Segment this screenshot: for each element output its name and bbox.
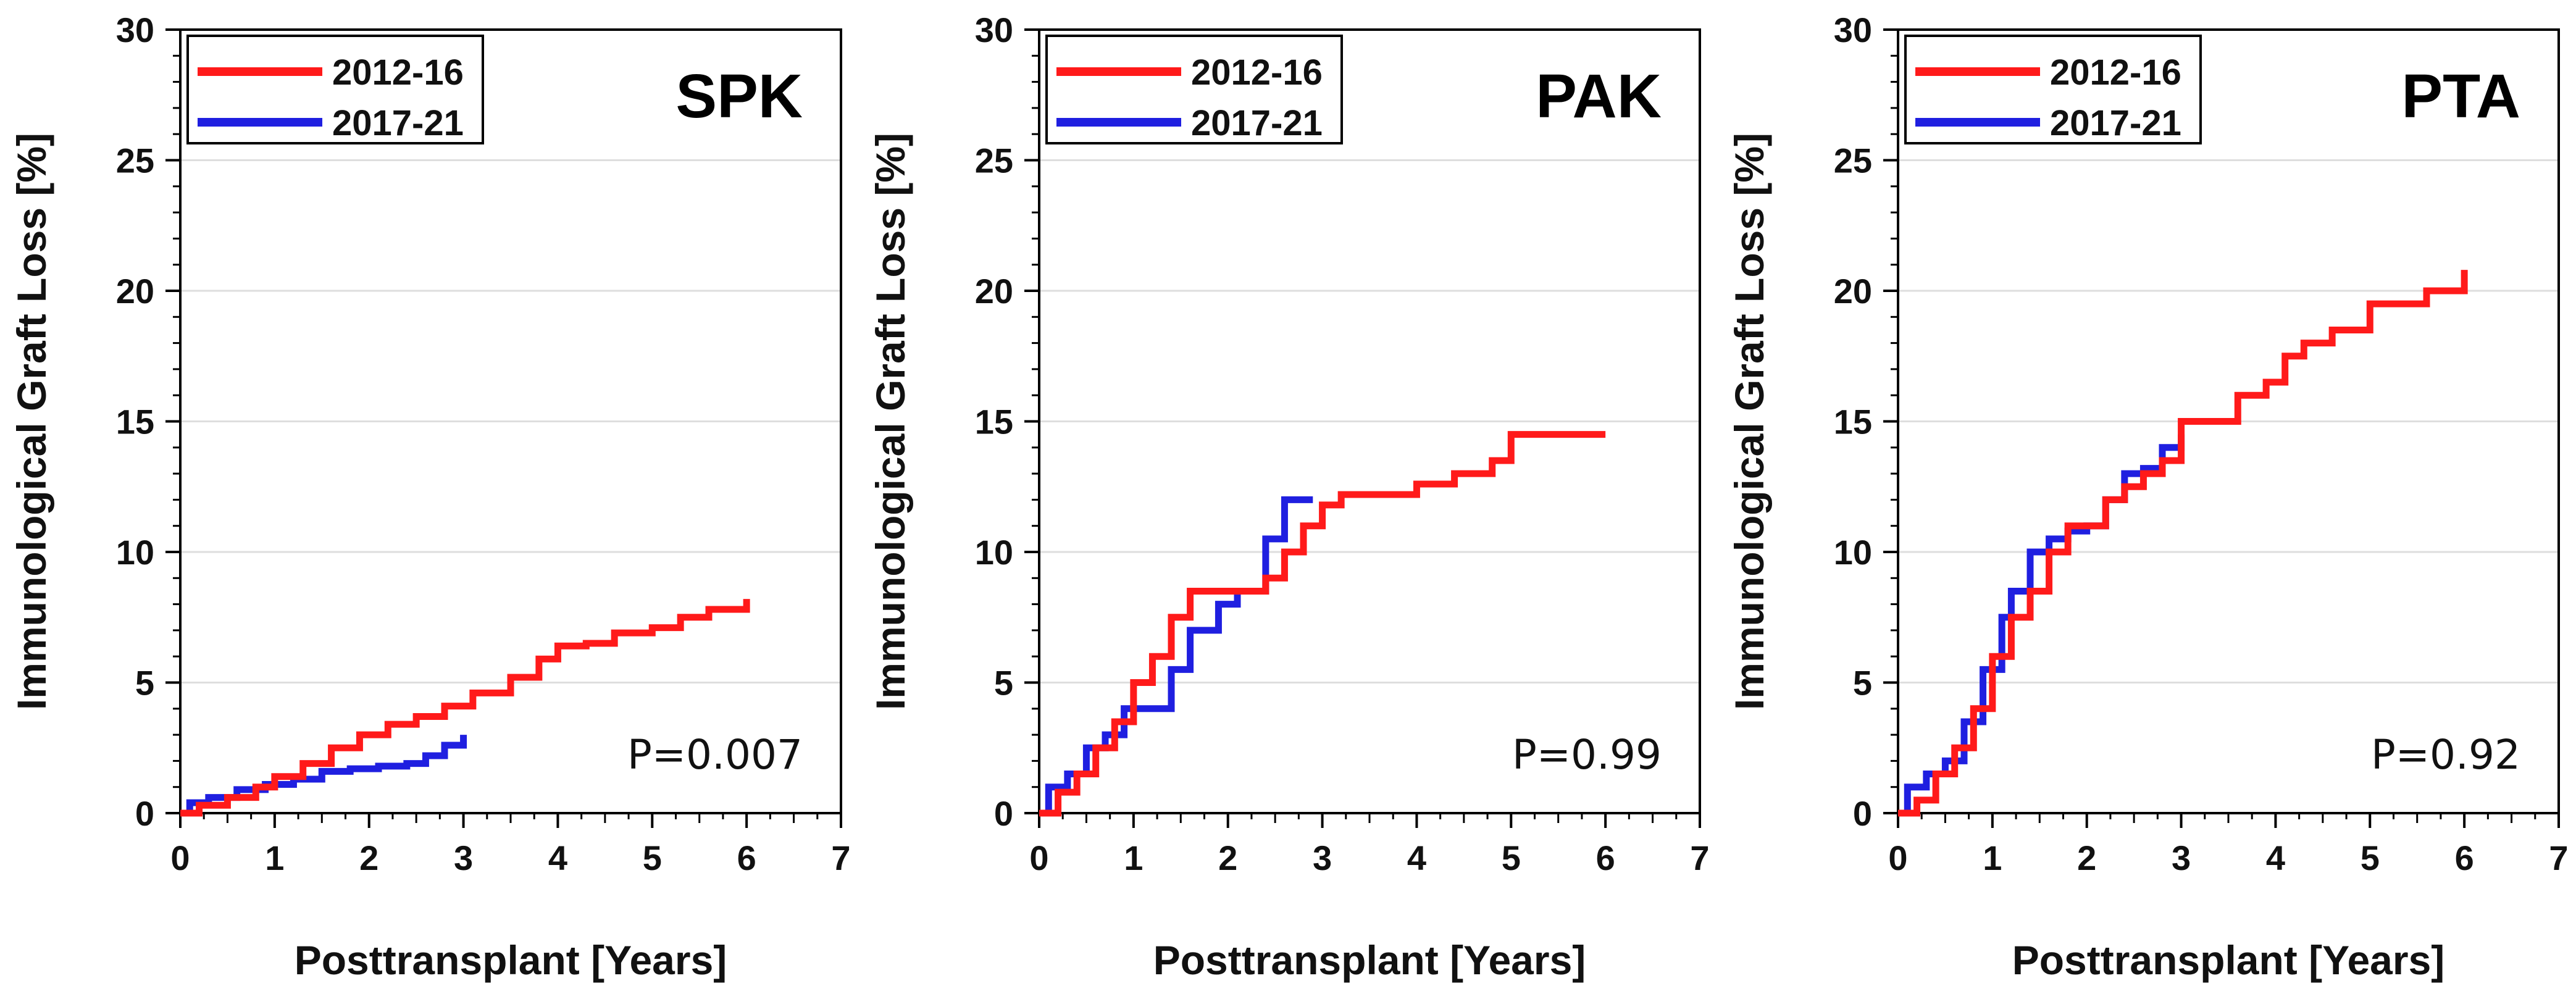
y-tick-label: 10	[1834, 533, 1872, 572]
x-tick-label: 3	[2172, 838, 2191, 877]
legend-label: 2017-21	[332, 103, 464, 143]
y-tick-label: 15	[1834, 403, 1872, 441]
series-line-2017-21	[1039, 496, 1313, 817]
x-tick-label: 2	[2077, 838, 2096, 877]
x-tick-label: 7	[831, 838, 850, 877]
y-tick-label: 30	[1834, 10, 1872, 49]
x-tick-label: 0	[1029, 838, 1048, 877]
x-tick-label: 7	[2549, 838, 2568, 877]
y-tick-label: 20	[116, 272, 154, 311]
y-tick-label: 0	[994, 794, 1013, 833]
p-value-annotation: P=0.99	[1512, 731, 1662, 779]
x-axis-title: Posttransplant [Years]	[1153, 937, 1586, 983]
series-line-2012-16	[1898, 270, 2468, 817]
y-tick-label: 20	[1834, 272, 1872, 311]
x-tick-label: 5	[2361, 838, 2380, 877]
y-tick-label: 30	[116, 10, 154, 49]
x-tick-label: 4	[2266, 838, 2285, 877]
y-tick-label: 0	[135, 794, 154, 833]
x-tick-label: 1	[1983, 838, 2002, 877]
legend-label: 2012-16	[1191, 52, 1323, 93]
y-tick-label: 5	[994, 664, 1013, 703]
y-axis-title: Immunological Graft Loss [%]	[1726, 133, 1772, 710]
legend-label: 2012-16	[332, 52, 464, 93]
y-tick-label: 30	[975, 10, 1013, 49]
legend-label: 2012-16	[2050, 52, 2181, 93]
x-tick-label: 4	[548, 838, 567, 877]
legend-label: 2017-21	[1191, 103, 1323, 143]
x-tick-label: 2	[359, 838, 378, 877]
y-tick-label: 10	[975, 533, 1013, 572]
panel-label: PAK	[1536, 62, 1662, 131]
y-tick-label: 5	[1853, 664, 1872, 703]
x-axis-title: Posttransplant [Years]	[295, 937, 727, 983]
panel-label: PTA	[2401, 62, 2520, 131]
x-tick-label: 7	[1690, 838, 1709, 877]
x-tick-label: 4	[1407, 838, 1426, 877]
y-axis-title: Immunological Graft Loss [%]	[868, 133, 913, 710]
y-axis-title: Immunological Graft Loss [%]	[9, 133, 54, 710]
p-value-annotation: P=0.007	[627, 731, 803, 779]
panel-label: SPK	[675, 62, 803, 131]
chart-panel-pta: 0 5 10 15 20 25 30 0 1 2 3 4 5 6 7 Posttransplant [Year…	[1718, 0, 2576, 1007]
legend-label: 2017-21	[2050, 103, 2181, 143]
y-tick-label: 10	[116, 533, 154, 572]
chart-svg: 0 5 10 15 20 25 30 0 1 2 3 4 5 6 7 Posttransplant [Year…	[868, 10, 1710, 983]
x-tick-label: 1	[1124, 838, 1143, 877]
series-line-2017-21	[1898, 434, 2185, 817]
y-tick-label: 25	[116, 141, 154, 180]
x-tick-label: 6	[1596, 838, 1615, 877]
x-tick-label: 6	[737, 838, 756, 877]
x-tick-label: 1	[265, 838, 284, 877]
y-tick-label: 25	[975, 141, 1013, 180]
x-tick-label: 3	[1313, 838, 1332, 877]
y-tick-label: 25	[1834, 141, 1872, 180]
chart-panel-spk: 0 5 10 15 20 25 30 0 1 2 3 4 5 6 7 Posttransplant [Year…	[0, 0, 858, 1007]
chart-panel-pak: 0 5 10 15 20 25 30 0 1 2 3 4 5 6 7 Posttransplant [Year…	[859, 0, 1717, 1007]
series-line-2012-16	[1039, 431, 1606, 817]
x-tick-label: 0	[170, 838, 190, 877]
x-tick-label: 3	[454, 838, 473, 877]
chart-svg: 0 5 10 15 20 25 30 0 1 2 3 4 5 6 7 Posttransplant [Year…	[9, 10, 851, 983]
chart-svg: 0 5 10 15 20 25 30 0 1 2 3 4 5 6 7 Posttransplant [Year…	[1726, 10, 2569, 983]
series-line-2017-21	[180, 735, 467, 817]
x-tick-label: 6	[2455, 838, 2474, 877]
x-axis-title: Posttransplant [Years]	[2012, 937, 2445, 983]
x-tick-label: 5	[1502, 838, 1521, 877]
y-tick-label: 5	[135, 664, 154, 703]
series-line-2012-16	[180, 599, 750, 817]
y-tick-label: 15	[116, 403, 154, 441]
p-value-annotation: P=0.92	[2371, 731, 2520, 779]
x-tick-label: 2	[1218, 838, 1237, 877]
x-tick-label: 5	[643, 838, 662, 877]
x-tick-label: 0	[1888, 838, 1907, 877]
y-tick-label: 0	[1853, 794, 1872, 833]
y-tick-label: 15	[975, 403, 1013, 441]
y-tick-label: 20	[975, 272, 1013, 311]
